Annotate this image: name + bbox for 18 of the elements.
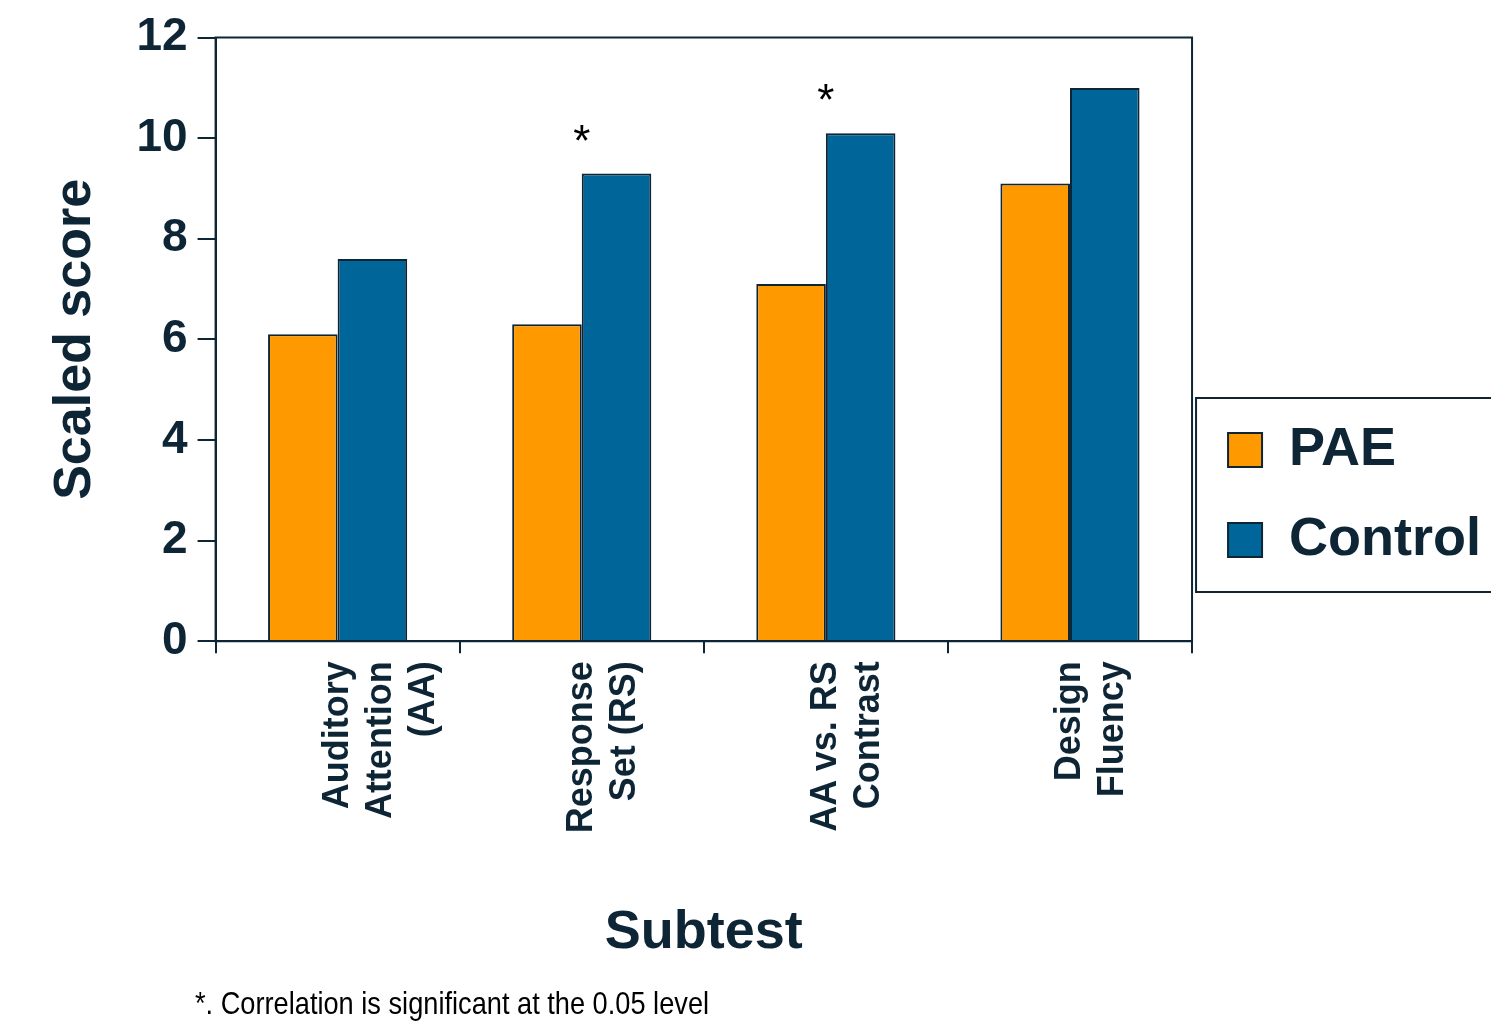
- y-tick-label: 0: [161, 611, 188, 664]
- y-axis-title: Scaled score: [42, 178, 101, 500]
- annotation: *: [817, 75, 835, 125]
- x-tick-label: Design Fluency: [1046, 661, 1132, 798]
- x-tick-label: AA vs. RS Contrast: [802, 661, 887, 832]
- y-tick-label: 10: [136, 108, 188, 161]
- annotation: *: [573, 115, 591, 165]
- x-tick-label: Auditory Attention (AA): [314, 661, 442, 820]
- y-tick-label: 12: [136, 8, 188, 61]
- y-tick-label: 4: [161, 410, 188, 463]
- y-tick-label: 8: [161, 209, 188, 262]
- y-tick-label: 2: [161, 511, 188, 564]
- text: *. Correlation is significant at the 0.05 level: [195, 985, 710, 1022]
- x-tick-label: Response Set (RS): [558, 661, 643, 834]
- legend-label: PAE: [1289, 415, 1397, 476]
- y-tick-label: 6: [161, 310, 188, 363]
- x-axis-title: Subtest: [604, 899, 803, 960]
- legend-label: Control: [1289, 505, 1481, 566]
